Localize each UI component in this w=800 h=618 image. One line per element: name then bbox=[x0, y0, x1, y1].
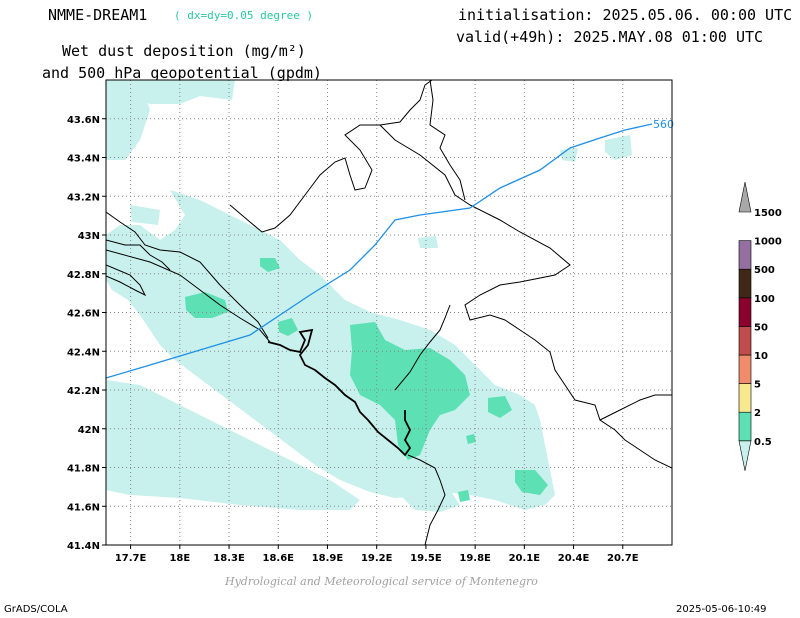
credit-line: Hydrological and Meteorological service … bbox=[225, 575, 538, 588]
deposition-core-5 bbox=[488, 396, 512, 418]
deposition-area-main bbox=[106, 190, 555, 510]
legend-arrow-low bbox=[738, 440, 752, 471]
legend-label: 2 bbox=[754, 408, 761, 419]
x-tick-label: 19.8E bbox=[459, 553, 491, 564]
deposition-core-2 bbox=[185, 292, 228, 318]
legend-arrow-high bbox=[738, 181, 752, 213]
x-tick-label: 18.3E bbox=[213, 553, 245, 564]
y-tick-label: 42.8N bbox=[67, 270, 100, 281]
model-title: NMME-DREAM1 bbox=[48, 6, 148, 24]
deposition-area-east2 bbox=[560, 148, 578, 162]
legend-label: 1500 bbox=[754, 208, 782, 219]
resolution-label: ( dx=dy=0.05 degree ) bbox=[174, 9, 314, 22]
y-tick-label: 42.4N bbox=[67, 347, 100, 358]
geopotential-contour-560 bbox=[105, 123, 653, 379]
country-borders bbox=[106, 80, 672, 545]
y-tick-label: 43.4N bbox=[67, 154, 100, 165]
contour-label: 560 bbox=[653, 118, 674, 131]
legend-label: 100 bbox=[754, 294, 775, 305]
border-line-8 bbox=[407, 454, 446, 545]
y-tick-label: 42.6N bbox=[67, 309, 100, 320]
legend-swatch bbox=[738, 326, 752, 356]
legend-swatch bbox=[738, 383, 752, 413]
initialisation-time: initialisation: 2025.05.06. 00:00 UTC bbox=[458, 6, 793, 24]
border-line-1 bbox=[106, 211, 269, 339]
x-tick-label: 18E bbox=[169, 553, 190, 564]
x-tick-label: 18.9E bbox=[312, 553, 344, 564]
deposition-area-north2 bbox=[106, 80, 150, 160]
deposition-core-8 bbox=[466, 434, 476, 444]
x-tick-label: 20.7E bbox=[607, 553, 639, 564]
valid-time: valid(+49h): 2025.MAY.08 01:00 UTC bbox=[456, 28, 764, 46]
legend-label: 0.5 bbox=[754, 437, 772, 448]
border-line-6 bbox=[429, 80, 466, 201]
x-tick-label: 19.5E bbox=[410, 553, 442, 564]
legend-swatch bbox=[738, 297, 752, 327]
border-line-4 bbox=[229, 80, 433, 233]
deposition-area-south bbox=[400, 460, 460, 512]
variable-title: Wet dust deposition (mg/m²) bbox=[62, 42, 306, 60]
legend-swatch bbox=[738, 354, 752, 384]
x-tick-label: 20.1E bbox=[509, 553, 541, 564]
legend-label: 50 bbox=[754, 322, 768, 333]
variable-subtitle: and 500 hPa geopotential (gpdm) bbox=[42, 64, 322, 82]
legend-label: 10 bbox=[754, 351, 768, 362]
border-line-10 bbox=[106, 249, 271, 343]
y-tick-label: 41.8N bbox=[67, 464, 100, 475]
y-tick-label: 41.6N bbox=[67, 502, 100, 513]
legend-label: 1000 bbox=[754, 237, 782, 248]
legend-swatch bbox=[738, 268, 752, 299]
deposition-core-7 bbox=[458, 490, 470, 502]
legend-label: 5 bbox=[754, 380, 761, 391]
deposition-area-west bbox=[130, 205, 160, 225]
y-axis-ticks: 43.6N 43.4N 43.2N 43N 42.8N 42.6N 42.4N 42.2N 42… bbox=[67, 115, 106, 552]
footer-software: GrADS/COLA bbox=[4, 604, 68, 615]
legend-swatch bbox=[738, 411, 752, 442]
border-line-2 bbox=[106, 239, 171, 271]
x-axis-ticks: 17.7E 18E 18.3E 18.6E 18.9E 19.2E 19.5E 19.8E 20… bbox=[115, 545, 639, 564]
footer-timestamp: 2025-05-06-10:49 bbox=[676, 604, 767, 615]
lat-lon-grid bbox=[106, 80, 672, 546]
y-tick-label: 41.4N bbox=[67, 541, 100, 552]
y-tick-label: 42.2N bbox=[67, 386, 100, 397]
color-legend: 0.5 2 5 10 50 100 500 1000 1500 bbox=[738, 181, 782, 471]
legend-swatch bbox=[738, 240, 752, 270]
deposition-area-sw bbox=[106, 380, 360, 510]
deposition-core-4 bbox=[278, 318, 298, 336]
deposition-core-3 bbox=[260, 258, 280, 272]
x-tick-label: 18.6E bbox=[263, 553, 295, 564]
legend-label: 500 bbox=[754, 265, 775, 276]
border-line-7 bbox=[394, 304, 451, 391]
border-line-9 bbox=[599, 394, 672, 421]
y-tick-label: 43N bbox=[78, 231, 100, 242]
deposition-area-patch bbox=[418, 236, 438, 248]
deposition-core-6 bbox=[515, 470, 548, 495]
y-tick-label: 43.6N bbox=[67, 115, 100, 126]
deposition-core-1 bbox=[350, 322, 470, 460]
y-tick-label: 43.2N bbox=[67, 192, 100, 203]
x-tick-label: 19.2E bbox=[361, 553, 393, 564]
x-tick-label: 20.4E bbox=[558, 553, 590, 564]
coastline bbox=[267, 328, 412, 457]
dust-deposition-field bbox=[106, 80, 632, 512]
deposition-area-east bbox=[605, 135, 632, 160]
border-line-3 bbox=[106, 264, 147, 297]
x-tick-label: 17.7E bbox=[115, 553, 147, 564]
y-tick-label: 42N bbox=[78, 425, 100, 436]
